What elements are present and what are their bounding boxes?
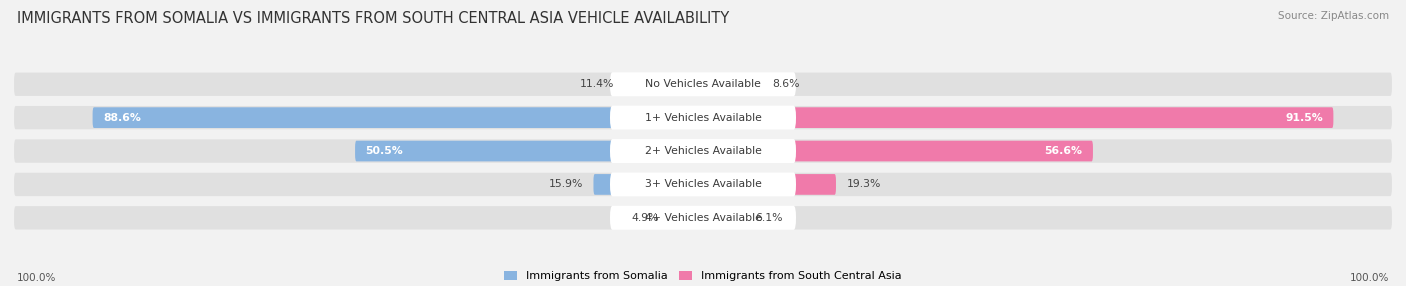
FancyBboxPatch shape xyxy=(14,106,1392,129)
Text: Source: ZipAtlas.com: Source: ZipAtlas.com xyxy=(1278,11,1389,21)
Text: 100.0%: 100.0% xyxy=(1350,273,1389,283)
FancyBboxPatch shape xyxy=(703,141,1092,161)
Text: IMMIGRANTS FROM SOMALIA VS IMMIGRANTS FROM SOUTH CENTRAL ASIA VEHICLE AVAILABILI: IMMIGRANTS FROM SOMALIA VS IMMIGRANTS FR… xyxy=(17,11,730,26)
FancyBboxPatch shape xyxy=(356,141,703,161)
FancyBboxPatch shape xyxy=(703,174,837,195)
Text: 3+ Vehicles Available: 3+ Vehicles Available xyxy=(644,179,762,189)
FancyBboxPatch shape xyxy=(703,107,1333,128)
Text: 15.9%: 15.9% xyxy=(548,179,583,189)
Text: 19.3%: 19.3% xyxy=(846,179,880,189)
Legend: Immigrants from Somalia, Immigrants from South Central Asia: Immigrants from Somalia, Immigrants from… xyxy=(499,266,907,286)
Text: 88.6%: 88.6% xyxy=(103,113,141,123)
Text: 50.5%: 50.5% xyxy=(366,146,404,156)
Text: 1+ Vehicles Available: 1+ Vehicles Available xyxy=(644,113,762,123)
FancyBboxPatch shape xyxy=(610,139,796,163)
FancyBboxPatch shape xyxy=(610,72,796,96)
Text: 2+ Vehicles Available: 2+ Vehicles Available xyxy=(644,146,762,156)
Text: 8.6%: 8.6% xyxy=(772,79,800,89)
FancyBboxPatch shape xyxy=(610,172,796,196)
Text: 4.9%: 4.9% xyxy=(631,213,659,223)
Text: 11.4%: 11.4% xyxy=(579,79,614,89)
FancyBboxPatch shape xyxy=(14,73,1392,96)
FancyBboxPatch shape xyxy=(14,206,1392,229)
FancyBboxPatch shape xyxy=(624,74,703,95)
FancyBboxPatch shape xyxy=(669,207,703,228)
FancyBboxPatch shape xyxy=(610,106,796,130)
Text: 100.0%: 100.0% xyxy=(17,273,56,283)
FancyBboxPatch shape xyxy=(703,207,745,228)
FancyBboxPatch shape xyxy=(593,174,703,195)
Text: 56.6%: 56.6% xyxy=(1045,146,1083,156)
FancyBboxPatch shape xyxy=(14,139,1392,163)
FancyBboxPatch shape xyxy=(93,107,703,128)
Text: 6.1%: 6.1% xyxy=(755,213,783,223)
FancyBboxPatch shape xyxy=(610,206,796,230)
Text: No Vehicles Available: No Vehicles Available xyxy=(645,79,761,89)
Text: 4+ Vehicles Available: 4+ Vehicles Available xyxy=(644,213,762,223)
FancyBboxPatch shape xyxy=(703,74,762,95)
Text: 91.5%: 91.5% xyxy=(1285,113,1323,123)
FancyBboxPatch shape xyxy=(14,173,1392,196)
